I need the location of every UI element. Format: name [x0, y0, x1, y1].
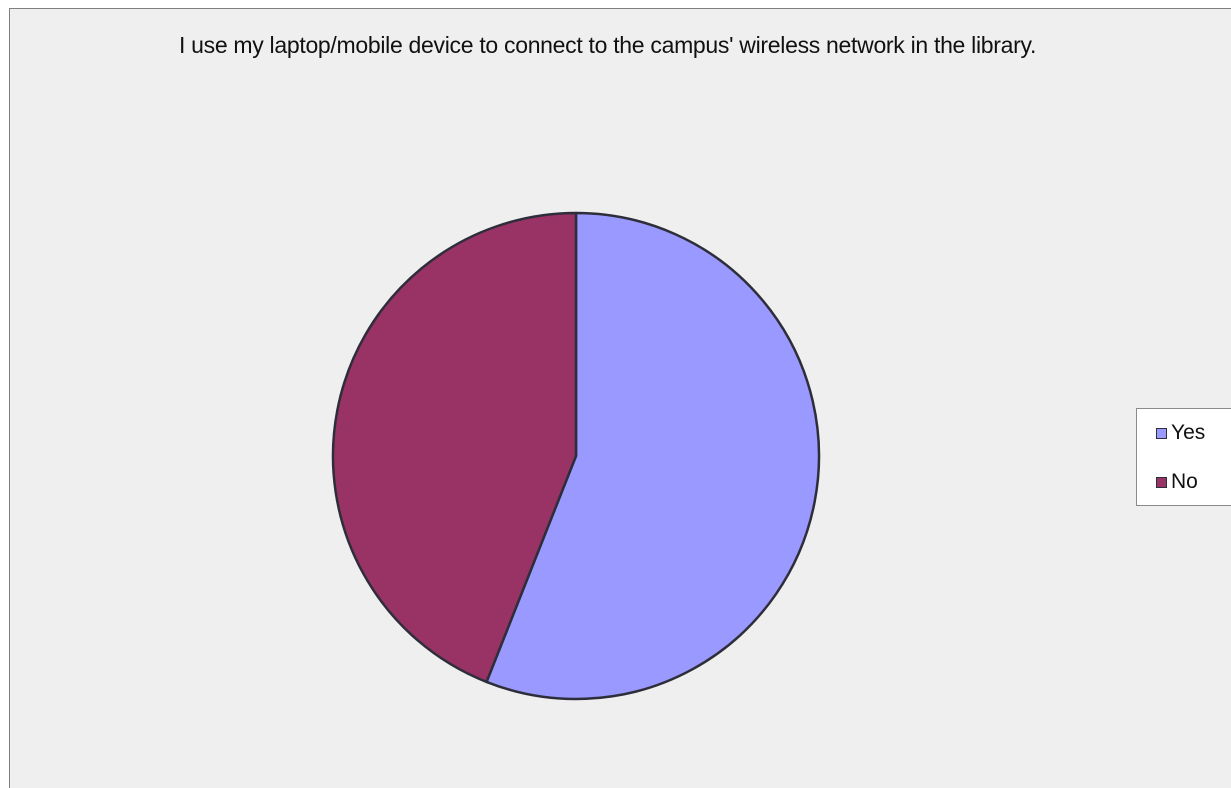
chart-title: I use my laptop/mobile device to connect…: [178, 32, 1037, 58]
legend: Yes No: [1136, 408, 1231, 506]
pie-slice-yes: [485, 211, 821, 701]
pie-slice-no: [331, 211, 578, 684]
legend-label-no: No: [1171, 470, 1198, 493]
legend-label-yes: Yes: [1171, 421, 1206, 444]
legend-swatch-no: [1156, 476, 1167, 488]
legend-swatch-yes: [1156, 427, 1167, 439]
legend-item-yes: Yes: [1156, 420, 1205, 446]
legend-item-no: No: [1156, 469, 1198, 495]
